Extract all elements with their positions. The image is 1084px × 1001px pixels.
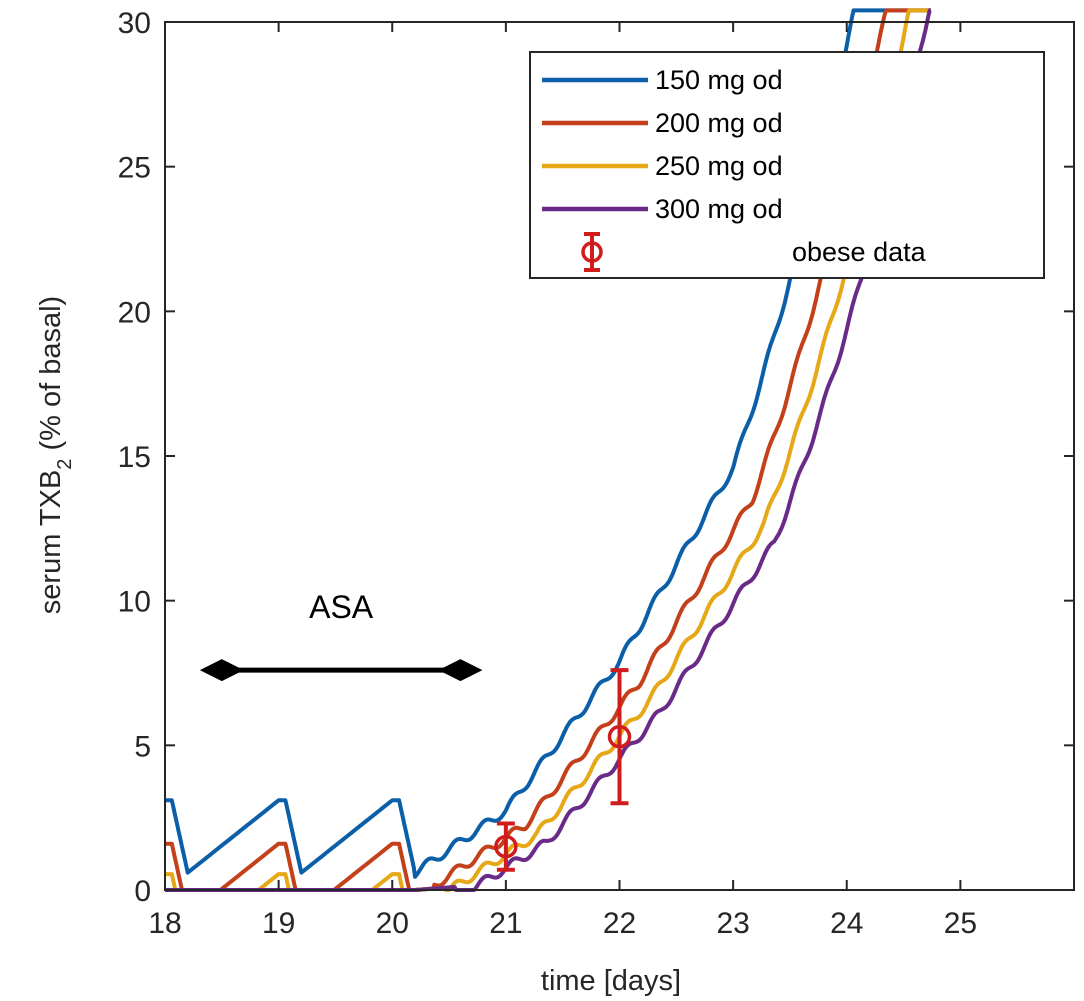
data-point-2 — [607, 724, 632, 749]
y-tick-label-2: 5 — [134, 730, 151, 763]
x-tick-label-3: 20 — [376, 907, 409, 940]
x-tick-label-7: 24 — [830, 907, 863, 940]
legend-label-data: obese data — [792, 237, 927, 267]
legend-swatch-data-marker — [581, 241, 603, 263]
y-tick-label-7: 30 — [118, 7, 151, 40]
y-tick-label-3: 10 — [118, 586, 151, 619]
asa-arrow-right-head — [438, 659, 483, 682]
data-point-1 — [494, 834, 518, 859]
y-tick-label-1: 0 — [134, 875, 151, 908]
x-axis-label: time [days] — [541, 965, 681, 997]
asa-arrow-left-head — [199, 659, 244, 682]
legend-label-3: 250 mg od — [655, 151, 783, 181]
asa-label: ASA — [309, 589, 374, 625]
x-tick-label-5: 22 — [603, 907, 636, 940]
y-tick-label-5: 20 — [118, 296, 151, 329]
legend-label-1: 150 mg od — [655, 65, 783, 95]
x-tick-label-4: 21 — [489, 907, 522, 940]
data-points — [494, 668, 632, 872]
y-axis-label-main: serum TXB — [35, 470, 67, 615]
legend-label-2: 200 mg od — [655, 108, 783, 138]
axes: 18 19 20 21 22 23 24 25 0 5 10 15 20 25 30 — [118, 7, 1075, 940]
y-axis-label: serum TXB2 (% of basal) — [35, 296, 76, 614]
y-tick-label-6: 25 — [118, 152, 151, 185]
x-tick-label-6: 23 — [716, 907, 749, 940]
series-line-2 — [164, 8, 932, 892]
legend: 150 mg od 200 mg od 250 mg od 300 mg od obes… — [529, 51, 1045, 279]
y-tick-label-4: 15 — [118, 441, 151, 474]
x-tick-label-1: 18 — [148, 907, 181, 940]
y-axis-label-subscript: 2 — [54, 459, 76, 470]
x-tick-label-8: 25 — [944, 907, 977, 940]
y-axis-label-tail: (% of basal) — [35, 296, 67, 459]
legend-label-4: 300 mg od — [655, 194, 783, 224]
x-tick-label-2: 19 — [262, 907, 295, 940]
asa-annotation: ASA — [199, 589, 483, 682]
